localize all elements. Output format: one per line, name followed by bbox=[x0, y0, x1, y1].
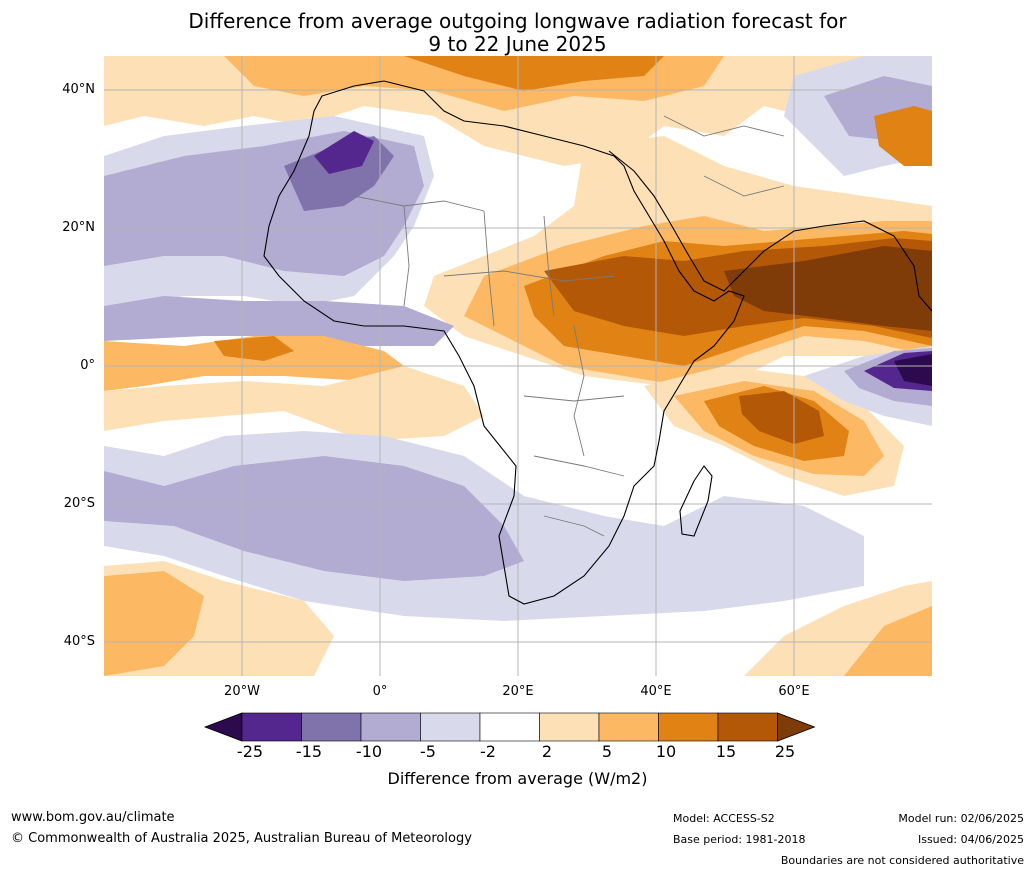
colorbar-segment bbox=[598, 712, 659, 742]
colorbar-segment bbox=[420, 712, 481, 742]
colorbar-segment bbox=[658, 712, 719, 742]
colorbar-extend-high bbox=[777, 712, 816, 742]
map-title: Difference from average outgoing longwav… bbox=[0, 10, 1035, 56]
lat-label-0: 0° bbox=[80, 358, 95, 373]
colorbar-segment bbox=[241, 712, 302, 742]
anomaly-indian-ocean-core bbox=[739, 391, 824, 444]
colorbar-tick-5: -2 bbox=[480, 742, 496, 761]
anomaly-asia-positive bbox=[874, 106, 932, 166]
africa-coastline bbox=[263, 80, 745, 605]
anomaly-eq-indian-negative-4 bbox=[894, 354, 932, 386]
olr-anomaly-map bbox=[104, 56, 932, 676]
colorbar-segment bbox=[301, 712, 362, 742]
anomaly-southwest-positive bbox=[104, 571, 204, 676]
footer-model-run: Model run: 02/06/2025 bbox=[898, 812, 1024, 825]
colorbar-tick-4: -5 bbox=[420, 742, 436, 761]
colorbar-tick-6: 2 bbox=[541, 742, 553, 761]
arabia-coastline bbox=[608, 150, 932, 312]
lon-label-40e: 40°E bbox=[640, 684, 672, 699]
madagascar-outline bbox=[679, 465, 713, 537]
colorbar-segment bbox=[717, 712, 778, 742]
footer-copyright: © Commonwealth of Australia 2025, Austra… bbox=[11, 831, 472, 846]
colorbar-tick-10: 25 bbox=[774, 742, 796, 761]
anomaly-south-atlantic bbox=[104, 456, 524, 581]
lat-label-20s: 20°S bbox=[63, 496, 95, 511]
footer-website: www.bom.gov.au/climate bbox=[11, 810, 175, 825]
colorbar-tick-1: -25 bbox=[236, 742, 264, 761]
colorbar-segment bbox=[479, 712, 540, 742]
title-line-2: 9 to 22 June 2025 bbox=[428, 32, 607, 56]
colorbar-tick-7: 5 bbox=[601, 742, 613, 761]
colorbar bbox=[203, 712, 816, 742]
anomaly-gulf-light bbox=[104, 366, 484, 441]
lat-label-40n: 40°N bbox=[62, 82, 95, 97]
lon-label-60e: 60°E bbox=[778, 684, 810, 699]
anomaly-southeast-positive bbox=[844, 606, 932, 676]
lat-label-40s: 40°S bbox=[63, 634, 95, 649]
footer-model: Model: ACCESS-S2 bbox=[673, 812, 775, 825]
footer-issued: Issued: 04/06/2025 bbox=[917, 833, 1024, 846]
anomaly-core-arabian-sea bbox=[724, 246, 932, 331]
colorbar-tick-8: 10 bbox=[655, 742, 677, 761]
lon-label-0: 0° bbox=[372, 684, 388, 699]
anomaly-guinea-positive-core bbox=[214, 336, 294, 361]
anomaly-atlantic-negative-core bbox=[314, 131, 374, 174]
colorbar-extend-low bbox=[203, 712, 243, 742]
colorbar-segment bbox=[539, 712, 600, 742]
anomaly-guinea-positive bbox=[104, 336, 404, 391]
anomaly-guinea-negative bbox=[104, 296, 454, 346]
lat-label-20n: 20°N bbox=[62, 220, 95, 235]
lon-label-20w: 20°W bbox=[224, 684, 260, 699]
colorbar-tick-3: -10 bbox=[355, 742, 383, 761]
colorbar-tick-2: -15 bbox=[295, 742, 323, 761]
title-line-1: Difference from average outgoing longwav… bbox=[188, 9, 847, 33]
footer-base-period: Base period: 1981-2018 bbox=[673, 833, 806, 846]
gridlines bbox=[104, 56, 932, 676]
lon-label-20e: 20°E bbox=[502, 684, 534, 699]
colorbar-segment bbox=[360, 712, 421, 742]
colorbar-label: Difference from average (W/m2) bbox=[387, 769, 648, 788]
colorbar-tick-9: 15 bbox=[715, 742, 737, 761]
footer-disclaimer: Boundaries are not considered authoritat… bbox=[780, 854, 1024, 867]
anomaly-patch-med-dark bbox=[404, 56, 664, 91]
country-boundaries bbox=[353, 115, 785, 537]
